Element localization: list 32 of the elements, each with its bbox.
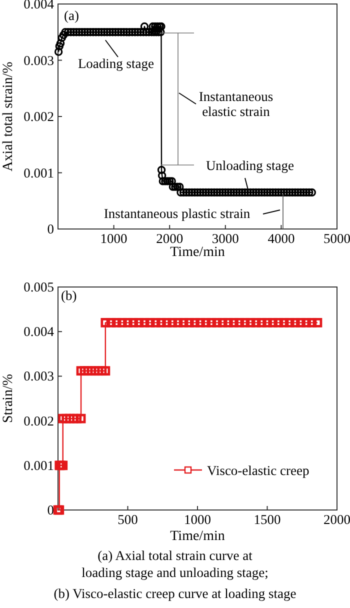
text: (a) Axial total strain curve at loading stage and unloading stage; [82, 548, 268, 580]
y-tick-label: 0.005 [24, 280, 54, 294]
x-tick-label: 1500 [254, 512, 281, 527]
y-tick-label: 0.004 [24, 324, 54, 340]
y-tick-label: 0 [47, 222, 54, 236]
x-tick-label: 1000 [184, 512, 212, 527]
y-tick-label: 0.001 [24, 165, 54, 180]
annotation: Instantaneous elastic strain [198, 89, 274, 119]
y-tick-label: 0.001 [24, 458, 54, 473]
annotation: Instantaneous plastic strain [104, 206, 250, 221]
y-axis-title: Axial total strain/% [1, 61, 16, 172]
legend-label: Visco-elastic creep [207, 463, 310, 478]
annotation: Unloading stage [206, 158, 294, 173]
x-tick-label: 1000 [100, 231, 128, 246]
text: (b) Visco-elastic creep curve at loading stage [54, 586, 296, 601]
y-axis-title: Strain/% [1, 374, 16, 423]
y-tick-label: 0 [47, 502, 54, 518]
x-axis-title: Time/min [170, 245, 225, 260]
x-tick-label: 500 [118, 512, 138, 527]
y-tick-label: 0.003 [24, 52, 54, 68]
x-tick-label: 5000 [324, 231, 350, 246]
x-tick-label: 2000 [324, 512, 350, 527]
y-tick-label: 0.002 [24, 413, 54, 428]
x-tick-label: 4000 [268, 231, 295, 246]
annotation: (b) [61, 288, 77, 303]
x-tick-label: 2000 [156, 231, 184, 246]
y-tick-label: 0.003 [24, 368, 54, 384]
annotation: Loading stage [78, 56, 154, 71]
annotation: (a) [64, 8, 79, 23]
x-axis-title: Time/min [170, 529, 225, 544]
y-tick-label: 0.002 [24, 109, 54, 124]
x-tick-label: 3000 [212, 231, 240, 246]
